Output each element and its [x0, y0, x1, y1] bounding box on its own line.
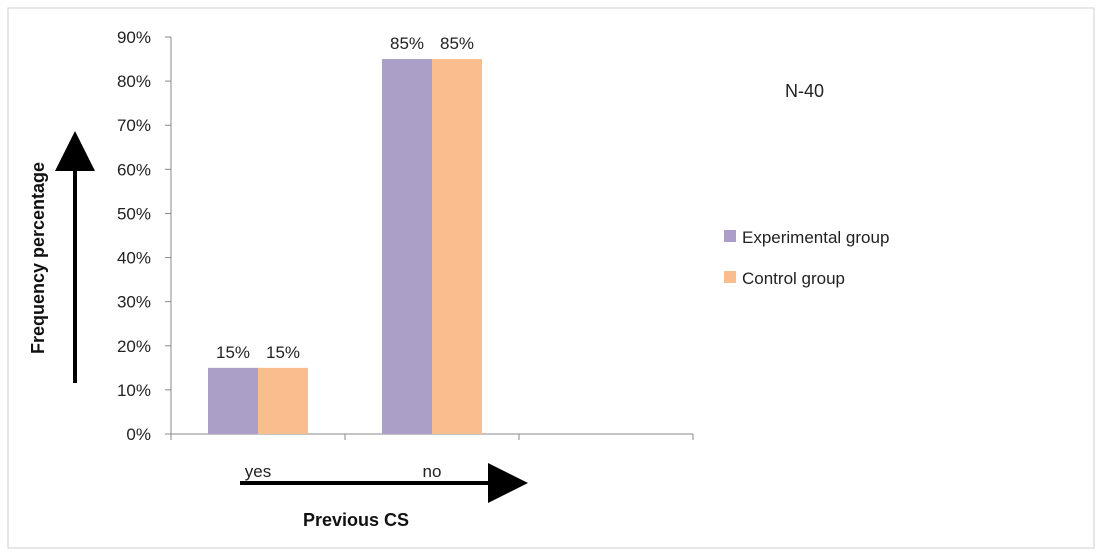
y-tick-label: 10% [117, 381, 151, 400]
bar-experimental-yes [208, 367, 258, 434]
bar-control-no [432, 59, 482, 435]
annotation-text: N-40 [785, 81, 824, 101]
data-label: 15% [216, 343, 250, 362]
data-labels: 15% 15% 85% 85% [216, 34, 474, 362]
y-axis: 0% 10% 20% 30% 40% 50% 60% 70% 80% 90% [117, 28, 171, 444]
bars [208, 59, 482, 435]
y-tick-label: 60% [117, 160, 151, 179]
legend-label-control: Control group [742, 269, 845, 288]
chart-border [7, 7, 1095, 549]
data-label: 85% [390, 34, 424, 53]
y-tick-label: 50% [117, 204, 151, 223]
legend-label-experimental: Experimental group [742, 228, 889, 247]
x-axis: yes no [170, 434, 694, 481]
x-tick-label: yes [245, 462, 271, 481]
y-tick-label: 30% [117, 293, 151, 312]
x-axis-title: Previous CS [303, 510, 409, 530]
y-tick-label: 70% [117, 116, 151, 135]
y-tick-label: 90% [117, 28, 151, 47]
y-tick-label: 20% [117, 337, 151, 356]
y-tick-label: 40% [117, 249, 151, 268]
data-label: 15% [266, 343, 300, 362]
bar-control-yes [258, 367, 308, 434]
y-tick-label: 80% [117, 72, 151, 91]
bar-experimental-no [382, 59, 432, 435]
legend-swatch-control [724, 271, 736, 283]
y-axis-title: Frequency percentage [28, 162, 48, 354]
legend: Experimental group Control group [724, 228, 889, 288]
data-label: 85% [440, 34, 474, 53]
x-tick-label: no [423, 462, 442, 481]
legend-swatch-experimental [724, 230, 736, 242]
y-tick-label: 0% [126, 425, 151, 444]
